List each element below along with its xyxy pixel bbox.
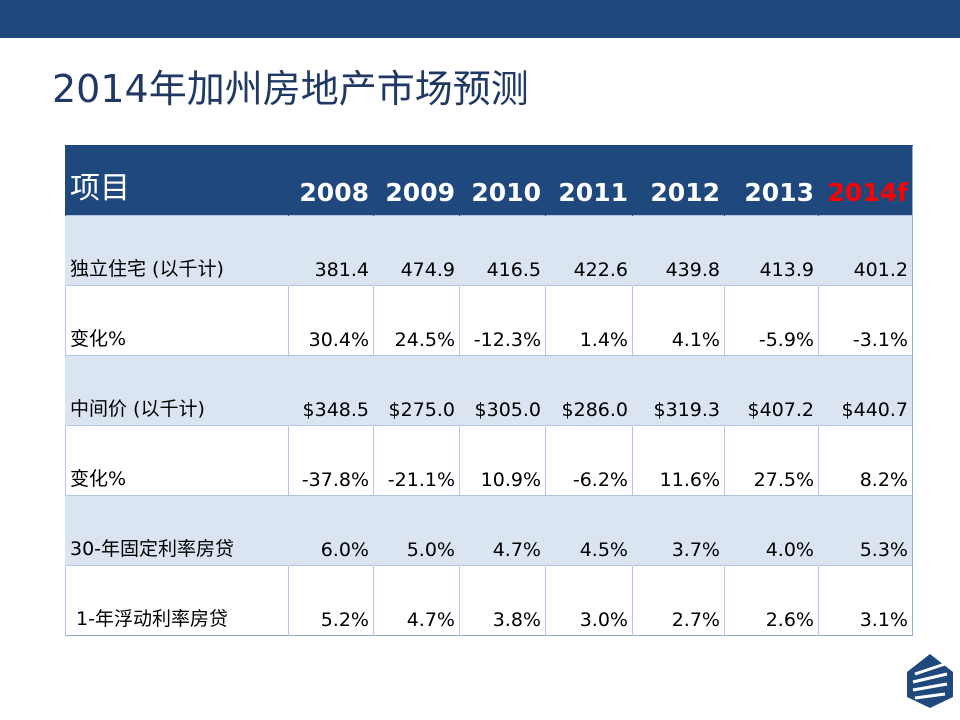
cell: -5.9% — [724, 285, 819, 356]
cell: $440.7 — [818, 355, 913, 426]
cell: 416.5 — [459, 215, 546, 286]
cell: 2008 — [288, 145, 374, 216]
cell: 10.9% — [459, 425, 546, 496]
cell: $305.0 — [459, 355, 546, 426]
cell: 1.4% — [545, 285, 633, 356]
cell: -3.1% — [818, 285, 913, 356]
cell: 422.6 — [545, 215, 633, 286]
cell: 2014f — [818, 145, 913, 216]
cell: 2009 — [373, 145, 460, 216]
cell: 2.7% — [632, 565, 725, 636]
cell: 401.2 — [818, 215, 913, 286]
cell: 4.7% — [373, 565, 460, 636]
cell: -12.3% — [459, 285, 546, 356]
cell: 4.0% — [724, 495, 819, 566]
cell: 5.0% — [373, 495, 460, 566]
cell: $348.5 — [288, 355, 374, 426]
row-label: 中间价 (以千计) — [65, 355, 289, 426]
cell: 3.0% — [545, 565, 633, 636]
cell: 474.9 — [373, 215, 460, 286]
cell: 439.8 — [632, 215, 725, 286]
cell: 24.5% — [373, 285, 460, 356]
cell: 4.1% — [632, 285, 725, 356]
cell: -6.2% — [545, 425, 633, 496]
cell: -37.8% — [288, 425, 374, 496]
row-label: 变化% — [65, 285, 289, 356]
cell: 2010 — [459, 145, 546, 216]
cell: 30.4% — [288, 285, 374, 356]
cell: 6.0% — [288, 495, 374, 566]
cell: 413.9 — [724, 215, 819, 286]
cell: 3.8% — [459, 565, 546, 636]
cell: $286.0 — [545, 355, 633, 426]
cell: $407.2 — [724, 355, 819, 426]
cell: 3.1% — [818, 565, 913, 636]
top-bar — [0, 0, 960, 38]
cell: 2.6% — [724, 565, 819, 636]
cell: 2013 — [724, 145, 819, 216]
row-label: 1-年浮动利率房贷 — [65, 565, 289, 636]
table-row: 30-年固定利率房贷 6.0% 5.0% 4.7% 4.5% 3.7% 4.0% 5.3% — [65, 495, 913, 566]
table-row: 独立住宅 (以千计) 381.4 474.9 416.5 422.6 439.8 413.9… — [65, 215, 913, 286]
cell: 3.7% — [632, 495, 725, 566]
cell: 4.5% — [545, 495, 633, 566]
row-label: 独立住宅 (以千计) — [65, 215, 289, 286]
table-row: 中间价 (以千计) $348.5 $275.0 $305.0 $286.0 $319.3 $… — [65, 355, 913, 426]
cell: 2011 — [545, 145, 633, 216]
table-row: 变化% -37.8% -21.1% 10.9% -6.2% 11.6% 27.5% 8.2% — [65, 425, 913, 496]
slide-title: 2014年加州房地产市场预测 — [52, 67, 529, 111]
table-row: 变化% 30.4% 24.5% -12.3% 1.4% 4.1% -5.9% -3.1% — [65, 285, 913, 356]
cell: 5.2% — [288, 565, 374, 636]
cell: $319.3 — [632, 355, 725, 426]
cell: -21.1% — [373, 425, 460, 496]
row-label: 变化% — [65, 425, 289, 496]
cell: 27.5% — [724, 425, 819, 496]
row-label: 30-年固定利率房贷 — [65, 495, 289, 566]
cell: 8.2% — [818, 425, 913, 496]
logo — [907, 654, 953, 708]
cell: 5.3% — [818, 495, 913, 566]
cell: 4.7% — [459, 495, 546, 566]
cell: $275.0 — [373, 355, 460, 426]
cell: 2012 — [632, 145, 725, 216]
row-label: 项目 — [65, 145, 289, 216]
cell: 381.4 — [288, 215, 374, 286]
data-table: 项目 2008 2009 2010 2011 2012 2013 2014f 独立住宅 (以千计… — [65, 145, 913, 636]
table-row: 1-年浮动利率房贷 5.2% 4.7% 3.8% 3.0% 2.7% 2.6% 3.1% — [65, 565, 913, 636]
table-row: 项目 2008 2009 2010 2011 2012 2013 2014f — [65, 145, 913, 216]
cell: 11.6% — [632, 425, 725, 496]
